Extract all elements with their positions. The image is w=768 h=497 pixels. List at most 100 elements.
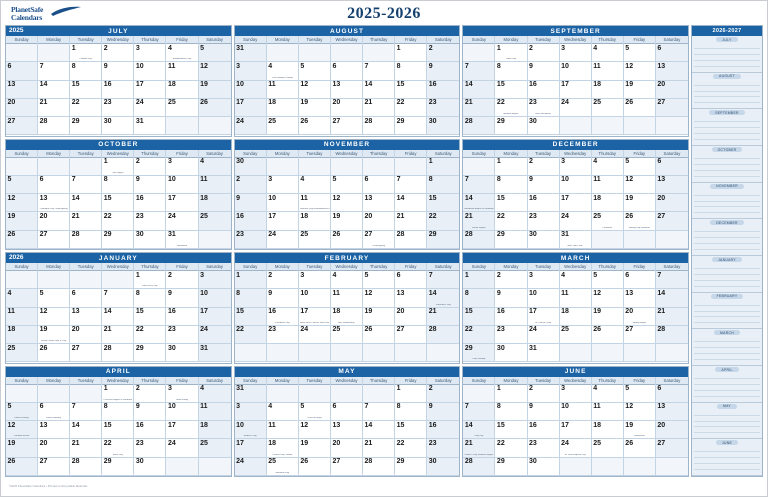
- day-cell[interactable]: 15: [495, 194, 528, 213]
- day-cell[interactable]: 21: [395, 212, 428, 231]
- day-cell[interactable]: 14 Valentine's Day: [427, 289, 460, 308]
- day-cell[interactable]: 13: [6, 80, 39, 99]
- day-cell[interactable]: 3 Good Friday: [166, 384, 199, 403]
- day-cell[interactable]: 5 Easter Sunday: [6, 402, 39, 422]
- day-cell[interactable]: 19: [298, 98, 331, 118]
- day-cell[interactable]: 13: [330, 421, 364, 440]
- day-cell[interactable]: 16: [134, 194, 167, 213]
- day-cell[interactable]: 14 Flag Day: [463, 421, 496, 440]
- day-cell[interactable]: 27: [70, 344, 103, 363]
- day-cell[interactable]: 1: [427, 157, 460, 176]
- day-cell[interactable]: 28: [427, 325, 460, 345]
- day-cell[interactable]: 17: [166, 421, 199, 440]
- day-cell[interactable]: 2: [527, 157, 560, 176]
- day-cell[interactable]: 22: [495, 212, 528, 231]
- day-cell[interactable]: 14: [70, 194, 103, 213]
- day-cell[interactable]: 4: [298, 175, 331, 195]
- day-cell[interactable]: 25: [166, 98, 199, 118]
- day-cell[interactable]: 25: [591, 98, 624, 118]
- day-cell[interactable]: 22: [102, 212, 135, 231]
- day-cell[interactable]: 9: [527, 175, 560, 195]
- day-cell[interactable]: 25: [198, 439, 231, 458]
- day-cell[interactable]: 6: [70, 289, 103, 308]
- day-cell[interactable]: 14: [102, 307, 135, 326]
- day-cell[interactable]: 3: [527, 271, 560, 290]
- day-cell[interactable]: 22: [427, 212, 460, 231]
- day-cell[interactable]: 2: [427, 384, 460, 403]
- sidebar-note-lines[interactable]: [692, 372, 762, 402]
- day-cell[interactable]: 18 Ash Wednesday: [330, 307, 364, 326]
- day-cell[interactable]: 12: [623, 402, 656, 422]
- day-cell[interactable]: 2: [427, 44, 460, 63]
- day-cell[interactable]: 6: [655, 44, 688, 63]
- day-cell[interactable]: 14: [70, 421, 103, 440]
- day-cell[interactable]: 21: [70, 212, 103, 231]
- day-cell[interactable]: 19 Juneteenth: [623, 421, 656, 440]
- day-cell[interactable]: 2: [166, 271, 199, 290]
- day-cell[interactable]: 19 Martin Luther King Jr. Day: [38, 325, 71, 345]
- day-cell[interactable]: 11: [591, 62, 624, 81]
- day-cell[interactable]: 3: [559, 44, 592, 63]
- day-cell[interactable]: 29: [395, 457, 428, 476]
- day-cell[interactable]: 19: [363, 307, 396, 326]
- day-cell[interactable]: 26: [38, 344, 71, 363]
- day-cell[interactable]: 18: [559, 307, 592, 326]
- day-cell[interactable]: 9: [527, 62, 560, 81]
- day-cell[interactable]: 24: [266, 230, 299, 249]
- day-cell[interactable]: 1: [395, 384, 428, 403]
- day-cell[interactable]: 20: [6, 98, 39, 118]
- day-cell[interactable]: 13: [655, 62, 688, 81]
- day-cell[interactable]: 17: [234, 98, 267, 118]
- day-cell[interactable]: 19: [591, 307, 624, 326]
- sidebar-note-lines[interactable]: [692, 335, 762, 365]
- day-cell[interactable]: 7: [655, 271, 688, 290]
- day-cell[interactable]: 8: [495, 62, 528, 81]
- day-cell[interactable]: 25: [559, 325, 592, 345]
- day-cell[interactable]: 9: [134, 175, 167, 195]
- day-cell[interactable]: 12: [298, 80, 331, 99]
- day-cell[interactable]: 17: [266, 212, 299, 231]
- day-cell[interactable]: 25: [6, 344, 39, 363]
- day-cell[interactable]: 22: [134, 325, 167, 345]
- day-cell[interactable]: 19: [623, 194, 656, 213]
- day-cell[interactable]: 22: [495, 439, 528, 458]
- day-cell[interactable]: 17: [559, 80, 592, 99]
- day-cell[interactable]: 5 Cinco de Mayo: [298, 402, 331, 422]
- day-cell[interactable]: 16: [527, 194, 560, 213]
- day-cell[interactable]: 16: [427, 421, 460, 440]
- day-cell[interactable]: 25 Christmas: [591, 212, 624, 231]
- day-cell[interactable]: 18: [591, 194, 624, 213]
- day-cell[interactable]: 8: [70, 62, 103, 81]
- day-cell[interactable]: 26: [298, 117, 331, 136]
- day-cell[interactable]: 29: [70, 117, 103, 136]
- day-cell[interactable]: 8: [395, 402, 428, 422]
- day-cell[interactable]: 8: [134, 289, 167, 308]
- day-cell[interactable]: 13: [655, 402, 688, 422]
- day-cell[interactable]: 19: [330, 212, 364, 231]
- day-cell[interactable]: 8: [234, 289, 267, 308]
- day-cell[interactable]: 11: [266, 80, 299, 99]
- day-cell[interactable]: 18: [591, 80, 624, 99]
- day-cell[interactable]: 3: [559, 384, 592, 403]
- day-cell[interactable]: 10: [166, 402, 199, 422]
- day-cell[interactable]: 3: [559, 157, 592, 176]
- day-cell[interactable]: 19: [6, 212, 39, 231]
- day-cell[interactable]: 1: [495, 157, 528, 176]
- day-cell[interactable]: 13: [623, 289, 656, 308]
- day-cell[interactable]: 21: [427, 307, 460, 326]
- day-cell[interactable]: 27: [395, 325, 428, 345]
- day-cell[interactable]: 25 Memorial Day: [266, 457, 299, 476]
- day-cell[interactable]: 10: [298, 289, 331, 308]
- day-cell[interactable]: 10: [134, 62, 167, 81]
- day-cell[interactable]: 29 Palm Sunday: [463, 344, 496, 363]
- day-cell[interactable]: 31 New Year's Eve: [559, 230, 592, 249]
- day-cell[interactable]: 7: [38, 62, 71, 81]
- day-cell[interactable]: 24: [134, 98, 167, 118]
- day-cell[interactable]: 1 Yom Kippur: [102, 157, 135, 176]
- day-cell[interactable]: 22: [234, 325, 267, 345]
- day-cell[interactable]: 24: [298, 325, 331, 345]
- day-cell[interactable]: 6: [395, 271, 428, 290]
- day-cell[interactable]: 16: [134, 421, 167, 440]
- day-cell[interactable]: 8: [395, 62, 428, 81]
- day-cell[interactable]: 30: [166, 344, 199, 363]
